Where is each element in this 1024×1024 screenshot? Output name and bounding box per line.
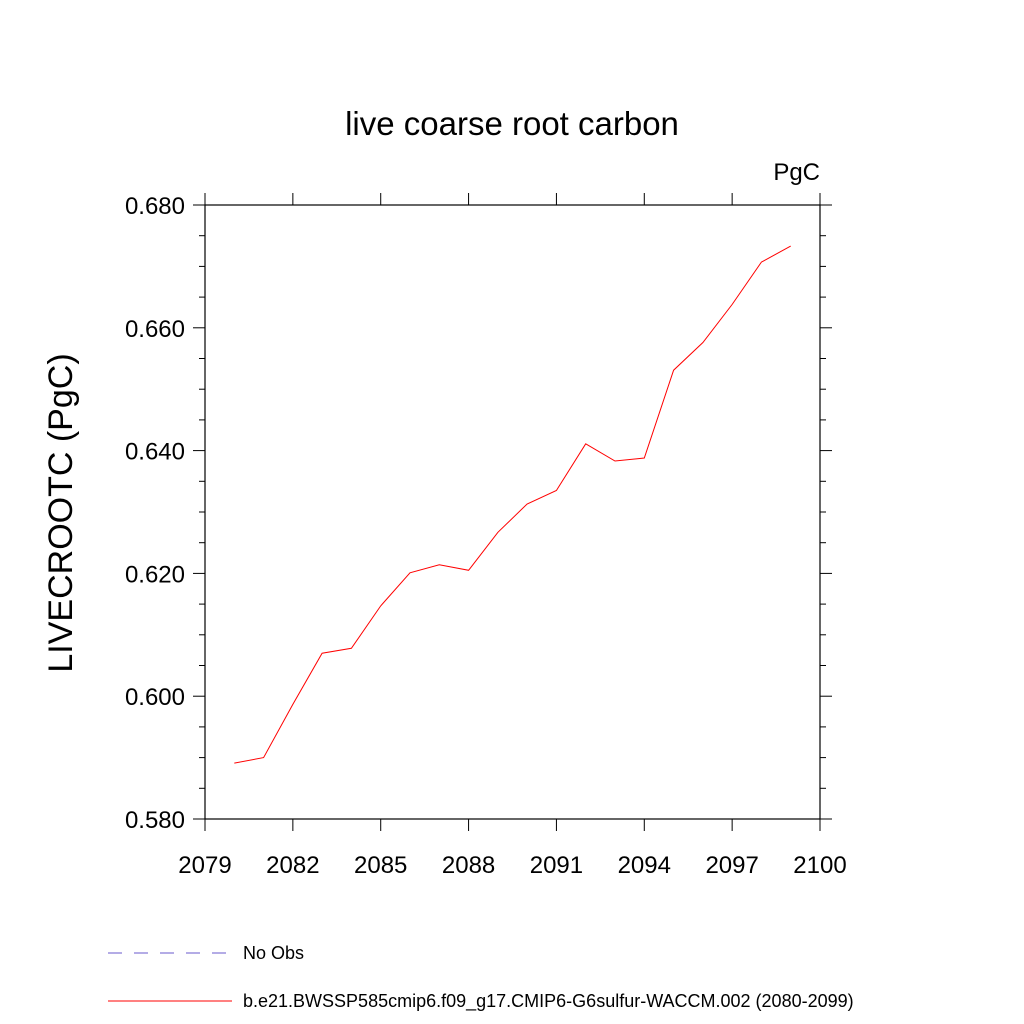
plot-frame [204,204,821,820]
x-tick-label: 2082 [266,852,319,879]
data-point [585,443,586,444]
y-tick-label: 0.680 [125,193,185,220]
data-point [527,504,528,505]
data-point [790,246,791,247]
y-tick-label: 0.660 [125,316,185,343]
x-tick-label: 2088 [442,852,495,879]
data-point [761,262,762,263]
data-point [497,532,498,533]
x-tick-label: 2091 [530,852,583,879]
y-tick-label: 0.600 [125,684,185,711]
x-axis-ticks: 2079 2082 2085 2088 2091 2094 2097 2100 [178,193,847,879]
data-point [322,653,323,654]
legend-label-series: b.e21.BWSSP585cmip6.f09_g17.CMIP6-G6sulf… [243,991,854,1012]
data-point [673,370,674,371]
series-line-0 [234,245,791,764]
y-tick-label: 0.620 [125,561,185,588]
series-layer [234,245,791,764]
chart-title: live coarse root carbon [345,105,679,142]
data-point [234,763,235,764]
data-point [263,757,264,758]
data-point [380,605,381,606]
data-point [292,704,293,705]
x-tick-label: 2100 [793,852,846,879]
y-axis-label: LIVECROOTC (PgC) [42,353,80,672]
data-point [468,570,469,571]
x-tick-label: 2094 [618,852,671,879]
legend: No Obs b.e21.BWSSP585cmip6.f09_g17.CMIP6… [108,943,854,1012]
legend-label-no-obs: No Obs [243,943,304,963]
data-point [351,648,352,649]
y-tick-label: 0.640 [125,439,185,466]
units-label: PgC [773,159,820,186]
x-tick-label: 2079 [178,852,231,879]
data-point [615,461,616,462]
y-axis-ticks: 0.580 0.600 0.620 0.640 0.660 0.680 [125,193,832,834]
data-point [644,457,645,458]
y-tick-label: 0.580 [125,807,185,834]
x-tick-label: 2085 [354,852,407,879]
x-tick-label: 2097 [705,852,758,879]
data-point [702,342,703,343]
data-point [439,564,440,565]
data-point [556,490,557,491]
data-point [732,304,733,305]
data-point [410,572,411,573]
